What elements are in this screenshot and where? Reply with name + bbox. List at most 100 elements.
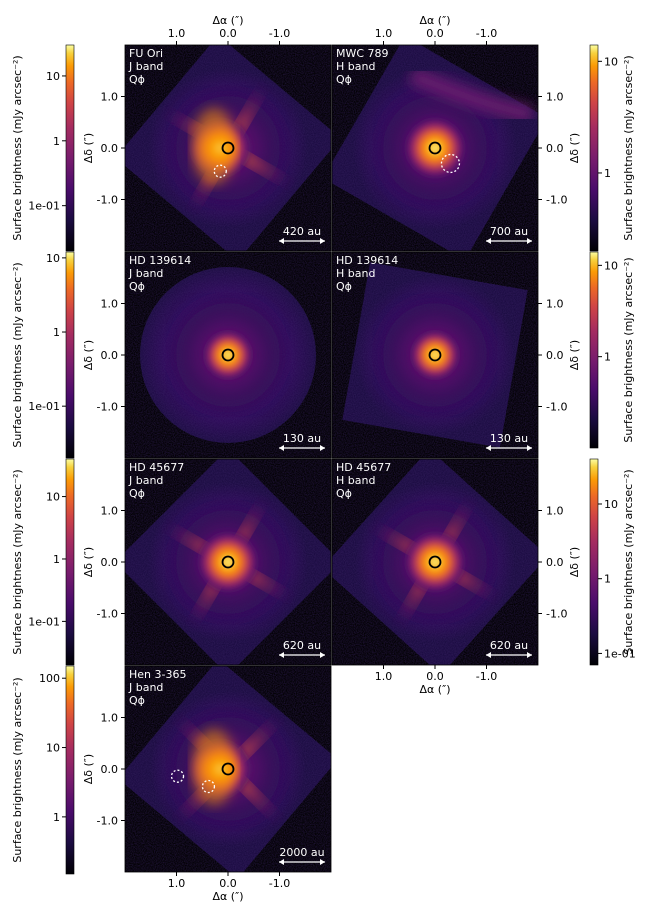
target-label: Hen 3-365 bbox=[129, 668, 186, 681]
quantity-label: Qϕ bbox=[129, 694, 145, 707]
y-tick-label: 0.0 bbox=[546, 349, 564, 362]
y-axis-label: Δδ (″) bbox=[82, 133, 95, 163]
star-marker bbox=[428, 348, 442, 362]
y-tick-label: 1.0 bbox=[546, 298, 564, 311]
colorbar-label: Surface brightness (mJy arcsec⁻²) bbox=[11, 469, 24, 654]
x-tick-label: 0.0 bbox=[426, 27, 444, 40]
band-label: J band bbox=[128, 681, 163, 694]
band-label: H band bbox=[336, 267, 375, 280]
quantity-label: Qϕ bbox=[129, 280, 145, 293]
colorbar-tick-label: 10 bbox=[46, 742, 60, 755]
colorbar-tick-label: 100 bbox=[39, 672, 60, 685]
x-tick-label: -1.0 bbox=[269, 877, 290, 890]
y-axis-label: Δδ (″) bbox=[82, 340, 95, 370]
outer-arc bbox=[408, 66, 534, 124]
companion-marker-1 bbox=[170, 769, 185, 783]
colorbar-tick-label: 1 bbox=[604, 351, 611, 364]
colorbar-2 bbox=[589, 44, 599, 252]
colorbar-5 bbox=[65, 458, 75, 666]
target-label: HD 45677 bbox=[129, 461, 184, 474]
colorbar-label: Surface brightness (mJy arcsec⁻²) bbox=[622, 469, 635, 654]
quantity-label: Qϕ bbox=[336, 280, 352, 293]
y-axis-label: Δδ (″) bbox=[568, 133, 581, 163]
bright-core bbox=[409, 329, 461, 381]
x-axis-label-bottom-right: Δα (″) bbox=[420, 683, 451, 696]
bright-core bbox=[403, 530, 467, 594]
colorbar-label: Surface brightness (mJy arcsec⁻²) bbox=[11, 55, 24, 240]
colorbar-tick-label: 10 bbox=[46, 491, 60, 504]
bright-lobe bbox=[192, 729, 236, 805]
target-label: FU Ori bbox=[129, 47, 163, 60]
star-marker bbox=[428, 141, 442, 155]
y-tick-label: -1.0 bbox=[546, 608, 567, 621]
band-label: H band bbox=[336, 60, 375, 73]
colorbar-tick-label: 1 bbox=[53, 553, 60, 566]
x-axis-label-top-right: Δα (″) bbox=[420, 14, 451, 27]
colorbar-tick-label: 1 bbox=[53, 135, 60, 148]
target-label: HD 139614 bbox=[336, 254, 398, 267]
colorbar-tick-label: 1 bbox=[604, 167, 611, 180]
scale-bar-label: 2000 au bbox=[279, 846, 324, 859]
bright-lobe bbox=[192, 108, 236, 184]
band-label: H band bbox=[336, 474, 375, 487]
scale-bar-label: 620 au bbox=[490, 639, 528, 652]
y-axis-label: Δδ (″) bbox=[568, 340, 581, 370]
scale-bar-label: 700 au bbox=[490, 225, 528, 238]
y-tick-label: -1.0 bbox=[97, 608, 118, 621]
companion-marker-1 bbox=[213, 164, 227, 178]
x-axis-label-bottom: Δα (″) bbox=[213, 890, 244, 903]
scale-bar-arrows bbox=[486, 652, 532, 658]
band-label: J band bbox=[128, 474, 163, 487]
target-label: HD 45677 bbox=[336, 461, 391, 474]
colorbar-tick-label: 10 bbox=[604, 259, 618, 272]
y-tick-label: 0.0 bbox=[546, 142, 564, 155]
y-tick-label: -1.0 bbox=[97, 194, 118, 207]
colorbar-4 bbox=[589, 251, 599, 449]
colorbar-tick-label: 1e-01 bbox=[604, 647, 636, 660]
star-marker bbox=[428, 555, 442, 569]
scale-bar-label: 130 au bbox=[490, 432, 528, 445]
scale-bar-arrows bbox=[279, 445, 325, 451]
y-tick-label: -1.0 bbox=[97, 815, 118, 828]
scale-bar-label: 130 au bbox=[283, 432, 321, 445]
x-tick-label: -1.0 bbox=[269, 27, 290, 40]
y-axis-label: Δδ (″) bbox=[568, 547, 581, 577]
x-tick-label: 1.0 bbox=[168, 877, 186, 890]
y-tick-label: 0.0 bbox=[101, 763, 119, 776]
y-tick-label: 0.0 bbox=[546, 556, 564, 569]
colorbar-tick-label: 10 bbox=[46, 70, 60, 83]
target-label: HD 139614 bbox=[129, 254, 191, 267]
x-tick-label: 1.0 bbox=[168, 27, 186, 40]
y-tick-label: 0.0 bbox=[101, 556, 119, 569]
y-tick-label: 0.0 bbox=[101, 349, 119, 362]
x-tick-label: 0.0 bbox=[219, 877, 237, 890]
star-marker bbox=[221, 348, 235, 362]
colorbar-label: Surface brightness (mJy arcsec⁻²) bbox=[11, 262, 24, 447]
colorbar-tick-label: 1 bbox=[53, 326, 60, 339]
quantity-label: Qϕ bbox=[336, 487, 352, 500]
target-label: MWC 789 bbox=[336, 47, 389, 60]
colorbar-1 bbox=[65, 44, 75, 252]
star-marker bbox=[221, 141, 235, 155]
band-label: J band bbox=[128, 267, 163, 280]
scale-bar-label: 420 au bbox=[283, 225, 321, 238]
y-tick-label: 1.0 bbox=[546, 91, 564, 104]
y-tick-label: 1.0 bbox=[546, 505, 564, 518]
scale-bar-label: 620 au bbox=[283, 639, 321, 652]
companion-marker-1 bbox=[440, 153, 461, 174]
bright-core bbox=[202, 329, 254, 381]
colorbar-6 bbox=[589, 458, 599, 666]
y-tick-label: 0.0 bbox=[101, 142, 119, 155]
colorbar-tick-label: 1e-01 bbox=[28, 400, 60, 413]
x-tick-label: -1.0 bbox=[476, 670, 497, 683]
y-tick-label: -1.0 bbox=[546, 401, 567, 414]
x-tick-label: 0.0 bbox=[426, 670, 444, 683]
scale-bar-arrows bbox=[279, 859, 325, 865]
y-tick-label: -1.0 bbox=[546, 194, 567, 207]
